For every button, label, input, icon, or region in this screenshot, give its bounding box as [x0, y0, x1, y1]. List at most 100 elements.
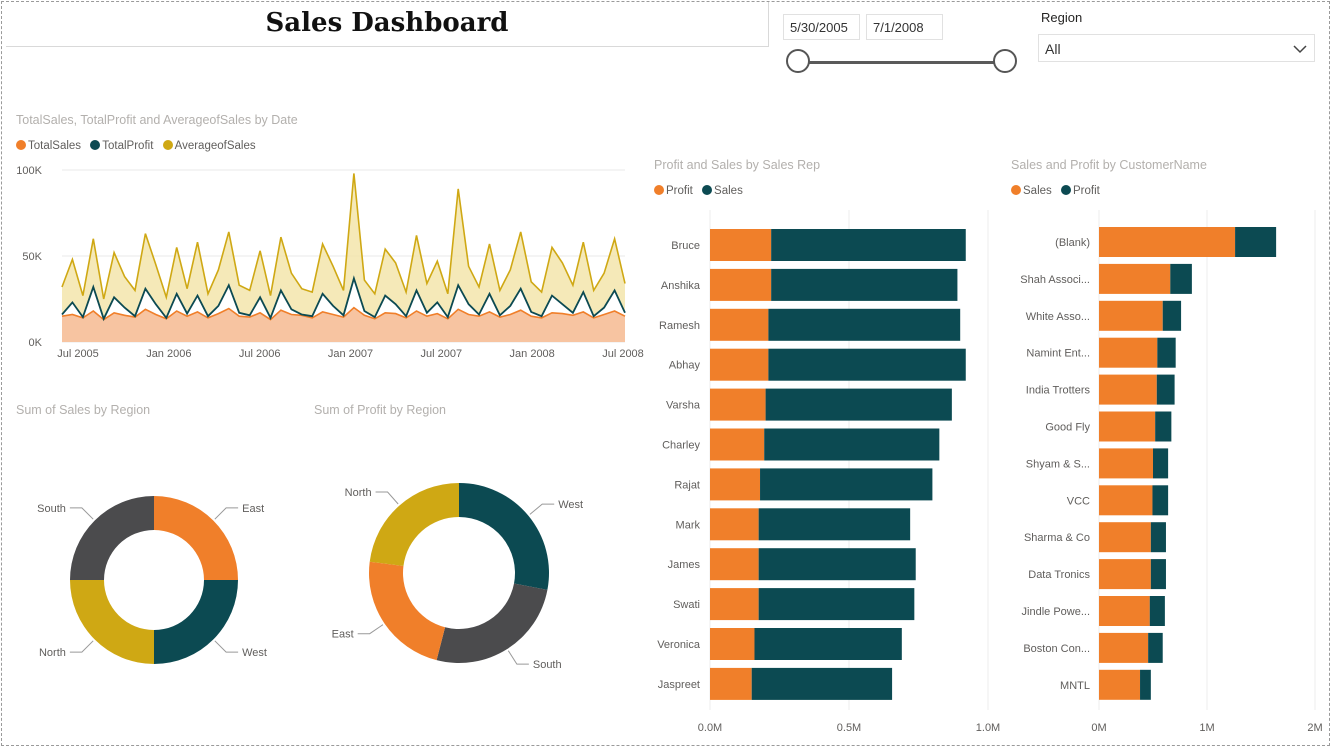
bar-customer-legend: Sales Profit [1011, 185, 1106, 197]
legend-label: Sales [714, 185, 743, 197]
bar-segment-profit [1148, 633, 1163, 663]
date-slider-track[interactable] [798, 61, 1005, 64]
bar-customer-title: Sales and Profit by CustomerName [1011, 158, 1207, 172]
donut-label: South [533, 659, 562, 671]
line-chart-legend: TotalSales TotalProfit AverageofSales [16, 140, 262, 152]
legend-label: Sales [1023, 185, 1052, 197]
legend-label: TotalProfit [102, 140, 153, 152]
bar-segment-sales [760, 468, 932, 500]
donut-label: North [345, 487, 372, 499]
date-start-input[interactable]: 5/30/2005 [783, 14, 860, 40]
x-tick-label: 1M [1199, 722, 1214, 734]
donut-label: North [39, 647, 66, 659]
donut-slice-north [370, 483, 459, 566]
bar-segment-sales [1099, 264, 1170, 294]
legend-label: Profit [666, 185, 693, 197]
category-label: Data Tronics [1028, 569, 1090, 581]
donut-label: East [332, 629, 354, 641]
bar-segment-profit [710, 229, 771, 261]
date-slider-end-handle[interactable] [993, 49, 1017, 73]
bar-segment-sales [1099, 301, 1163, 331]
category-label: James [668, 559, 701, 571]
legend-item-averageofsales[interactable]: AverageofSales [163, 140, 256, 152]
bar-segment-sales [759, 548, 916, 580]
category-label: Swati [673, 599, 700, 611]
legend-item-sales[interactable]: Sales [702, 185, 743, 197]
date-slider-start-handle[interactable] [786, 49, 810, 73]
bar-segment-profit [710, 628, 754, 660]
bar-segment-sales [1099, 448, 1153, 478]
bar-segment-sales [1099, 485, 1152, 515]
bar-segment-profit [710, 349, 768, 381]
category-label: White Asso... [1026, 311, 1090, 323]
category-label: Jindle Powe... [1022, 606, 1090, 618]
bar-segment-profit [1170, 264, 1192, 294]
category-label: VCC [1067, 495, 1090, 507]
bar-segment-sales [752, 668, 892, 700]
legend-item-totalsales[interactable]: TotalSales [16, 140, 81, 152]
bar-segment-sales [1099, 596, 1150, 626]
bar-segment-profit [1163, 301, 1181, 331]
bar-segment-sales [768, 309, 960, 341]
category-label: MNTL [1060, 680, 1090, 692]
region-slicer-label: Region [1041, 10, 1082, 25]
region-dropdown[interactable]: All [1038, 34, 1315, 62]
bar-segment-profit [710, 588, 759, 620]
bar-segment-profit [1157, 338, 1175, 368]
x-tick-label: Jul 2006 [239, 348, 281, 360]
donut-leader-line [508, 651, 529, 665]
line-chart: 0K50K100KJul 2005 Jan 2006 Jul 2006 Jan 200… [0, 160, 650, 370]
x-tick-label: 1.0M [976, 722, 1000, 734]
category-label: Shyam & S... [1026, 458, 1090, 470]
legend-dot [702, 185, 712, 195]
legend-dot [16, 140, 26, 150]
bar-segment-sales [759, 508, 911, 540]
bar-segment-sales [759, 588, 915, 620]
bar-segment-sales [768, 349, 965, 381]
bar-rep-legend: Profit Sales [654, 185, 749, 197]
legend-item-totalprofit[interactable]: TotalProfit [90, 140, 153, 152]
bar-segment-profit [1151, 522, 1166, 552]
legend-item-profit[interactable]: Profit [654, 185, 693, 197]
donut-label: West [558, 499, 583, 511]
donut-leader-line [376, 492, 399, 504]
category-label: Charley [662, 440, 700, 452]
category-label: Ramesh [659, 320, 700, 332]
category-label: Namint Ent... [1026, 348, 1090, 360]
bar-segment-profit [1152, 485, 1168, 515]
bar-segment-profit [1157, 375, 1175, 405]
legend-dot [654, 185, 664, 195]
legend-item-sales[interactable]: Sales [1011, 185, 1052, 197]
x-tick-label: 2M [1307, 722, 1322, 734]
bar-segment-sales [764, 429, 939, 461]
legend-item-profit[interactable]: Profit [1061, 185, 1100, 197]
bar-segment-sales [1099, 227, 1235, 257]
bar-segment-sales [1099, 338, 1157, 368]
donut-leader-line [215, 508, 238, 519]
category-label: Boston Con... [1023, 643, 1090, 655]
category-label: Mark [676, 519, 701, 531]
bar-segment-sales [754, 628, 901, 660]
x-tick-label: Jan 2007 [328, 348, 373, 360]
x-tick-label: 0.0M [698, 722, 722, 734]
category-label: Bruce [671, 240, 700, 252]
series-area-averageofsales [62, 173, 625, 318]
bar-segment-profit [1150, 596, 1165, 626]
bar-segment-sales [1099, 670, 1140, 700]
chevron-down-icon[interactable] [1292, 35, 1308, 72]
donut-slice-south [437, 583, 548, 663]
legend-dot [90, 140, 100, 150]
bar-segment-sales [771, 269, 957, 301]
donut-leader-line [358, 625, 383, 634]
bar-segment-sales [1099, 375, 1157, 405]
page-title: Sales Dashboard [6, 8, 768, 38]
legend-dot [1011, 185, 1021, 195]
donut-profit-title: Sum of Profit by Region [314, 403, 446, 417]
donut-slice-east [369, 562, 445, 660]
bar-segment-profit [1235, 227, 1276, 257]
donut-leader-line [215, 641, 238, 652]
x-tick-label: 0.5M [837, 722, 861, 734]
category-label: Abhay [669, 360, 701, 372]
date-end-input[interactable]: 7/1/2008 [866, 14, 943, 40]
donut-label: East [242, 503, 264, 515]
